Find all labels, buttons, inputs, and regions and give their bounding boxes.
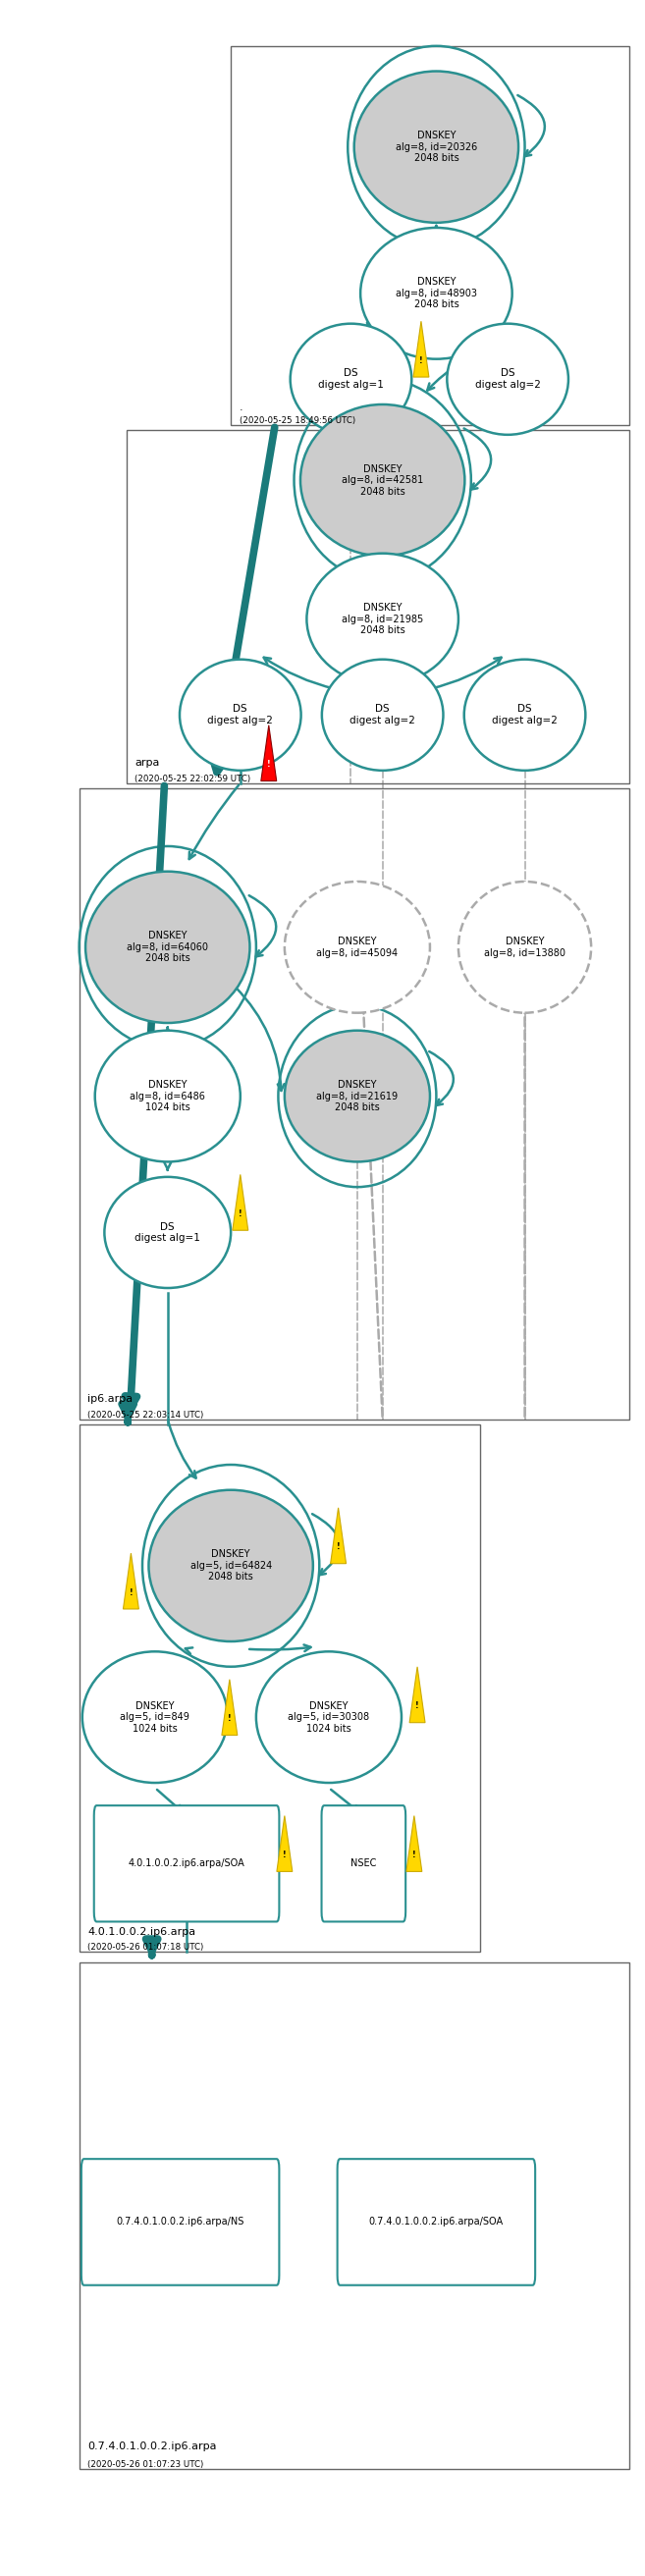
Ellipse shape — [354, 72, 519, 222]
Polygon shape — [330, 1507, 346, 1564]
Text: DS
digest alg=2: DS digest alg=2 — [208, 703, 273, 726]
Text: DNSKEY
alg=8, id=20326
2048 bits: DNSKEY alg=8, id=20326 2048 bits — [395, 131, 477, 162]
Text: !: ! — [228, 1716, 232, 1723]
FancyBboxPatch shape — [337, 2159, 535, 2285]
Ellipse shape — [180, 659, 301, 770]
Ellipse shape — [85, 871, 250, 1023]
Text: (2020-05-26 01:07:18 UTC): (2020-05-26 01:07:18 UTC) — [87, 1942, 203, 1953]
Text: DNSKEY
alg=5, id=30308
1024 bits: DNSKEY alg=5, id=30308 1024 bits — [288, 1700, 370, 1734]
Text: DNSKEY
alg=5, id=64824
2048 bits: DNSKEY alg=5, id=64824 2048 bits — [190, 1548, 272, 1582]
Text: DNSKEY
alg=8, id=48903
2048 bits: DNSKEY alg=8, id=48903 2048 bits — [395, 278, 477, 309]
Ellipse shape — [256, 1651, 401, 1783]
Text: DNSKEY
alg=8, id=13880: DNSKEY alg=8, id=13880 — [484, 938, 566, 958]
Polygon shape — [406, 1816, 422, 1873]
Ellipse shape — [322, 659, 443, 770]
Ellipse shape — [447, 325, 568, 435]
Text: 4.0.1.0.0.2.ip6.arpa/SOA: 4.0.1.0.0.2.ip6.arpa/SOA — [128, 1860, 245, 1868]
Text: 0.7.4.0.1.0.0.2.ip6.arpa/SOA: 0.7.4.0.1.0.0.2.ip6.arpa/SOA — [369, 2218, 504, 2228]
Text: DS
digest alg=2: DS digest alg=2 — [475, 368, 541, 389]
Text: arpa: arpa — [135, 757, 160, 768]
Text: (2020-05-25 22:02:59 UTC): (2020-05-25 22:02:59 UTC) — [135, 775, 251, 783]
FancyBboxPatch shape — [94, 1806, 279, 1922]
Text: DNSKEY
alg=8, id=45094: DNSKEY alg=8, id=45094 — [317, 938, 398, 958]
Text: !: ! — [129, 1589, 133, 1597]
Text: !: ! — [412, 1850, 416, 1860]
Text: 4.0.1.0.0.2.ip6.arpa: 4.0.1.0.0.2.ip6.arpa — [87, 1927, 195, 1937]
Text: DS
digest alg=1: DS digest alg=1 — [318, 368, 384, 389]
Text: !: ! — [239, 1211, 242, 1218]
Text: DNSKEY
alg=5, id=849
1024 bits: DNSKEY alg=5, id=849 1024 bits — [120, 1700, 190, 1734]
Text: DNSKEY
alg=8, id=21985
2048 bits: DNSKEY alg=8, id=21985 2048 bits — [342, 603, 423, 636]
Text: 0.7.4.0.1.0.0.2.ip6.arpa/NS: 0.7.4.0.1.0.0.2.ip6.arpa/NS — [116, 2218, 244, 2228]
Ellipse shape — [290, 325, 412, 435]
Polygon shape — [232, 1175, 248, 1231]
Text: (2020-05-26 01:07:23 UTC): (2020-05-26 01:07:23 UTC) — [87, 2460, 203, 2470]
Polygon shape — [413, 322, 429, 376]
Text: DNSKEY
alg=8, id=64060
2048 bits: DNSKEY alg=8, id=64060 2048 bits — [127, 930, 208, 963]
Text: !: ! — [337, 1543, 340, 1551]
Text: !: ! — [415, 1703, 419, 1710]
Text: DS
digest alg=1: DS digest alg=1 — [135, 1221, 201, 1244]
Text: DNSKEY
alg=8, id=21619
2048 bits: DNSKEY alg=8, id=21619 2048 bits — [317, 1079, 398, 1113]
Polygon shape — [410, 1667, 425, 1723]
Text: DS
digest alg=2: DS digest alg=2 — [492, 703, 557, 726]
Ellipse shape — [464, 659, 586, 770]
Ellipse shape — [104, 1177, 231, 1288]
Bar — [79, 788, 629, 1419]
Ellipse shape — [95, 1030, 241, 1162]
Text: DS
digest alg=2: DS digest alg=2 — [350, 703, 415, 726]
Ellipse shape — [301, 404, 464, 556]
Bar — [79, 1425, 481, 1953]
Ellipse shape — [284, 881, 430, 1012]
Text: !: ! — [267, 760, 270, 770]
Text: .: . — [239, 402, 243, 412]
FancyBboxPatch shape — [81, 2159, 279, 2285]
Bar — [231, 46, 629, 425]
FancyBboxPatch shape — [322, 1806, 406, 1922]
Ellipse shape — [284, 1030, 430, 1162]
Polygon shape — [123, 1553, 139, 1610]
Polygon shape — [222, 1680, 237, 1736]
Polygon shape — [277, 1816, 292, 1873]
Text: (2020-05-25 18:49:56 UTC): (2020-05-25 18:49:56 UTC) — [239, 415, 355, 425]
Ellipse shape — [459, 881, 591, 1012]
Bar — [79, 1963, 629, 2470]
Text: DNSKEY
alg=8, id=42581
2048 bits: DNSKEY alg=8, id=42581 2048 bits — [342, 464, 423, 497]
Text: 0.7.4.0.1.0.0.2.ip6.arpa: 0.7.4.0.1.0.0.2.ip6.arpa — [87, 2442, 217, 2452]
Ellipse shape — [83, 1651, 228, 1783]
Text: (2020-05-25 22:03:14 UTC): (2020-05-25 22:03:14 UTC) — [87, 1412, 203, 1419]
Bar — [126, 430, 629, 783]
Text: !: ! — [283, 1850, 286, 1860]
Ellipse shape — [361, 227, 512, 358]
Ellipse shape — [148, 1489, 313, 1641]
Polygon shape — [261, 726, 277, 781]
Text: ip6.arpa: ip6.arpa — [87, 1394, 133, 1404]
Text: DNSKEY
alg=8, id=6486
1024 bits: DNSKEY alg=8, id=6486 1024 bits — [130, 1079, 205, 1113]
Text: NSEC: NSEC — [351, 1860, 377, 1868]
Ellipse shape — [306, 554, 459, 685]
Text: !: ! — [419, 355, 423, 366]
